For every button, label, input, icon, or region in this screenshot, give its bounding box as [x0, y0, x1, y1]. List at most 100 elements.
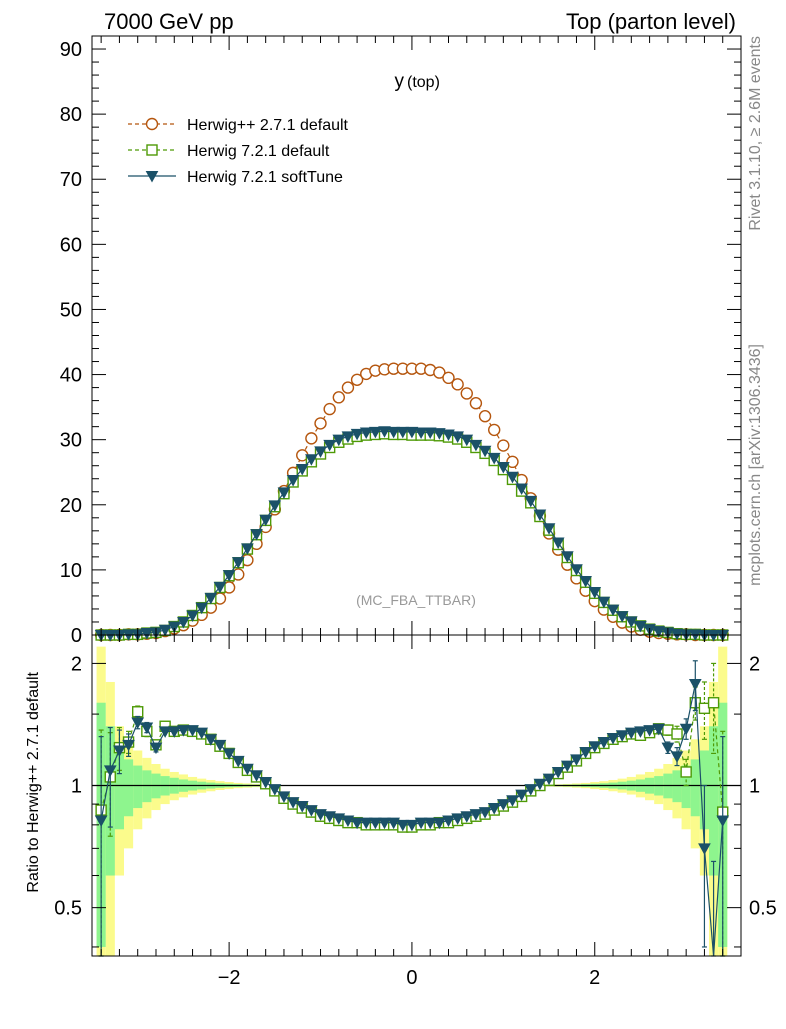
ratio-2-point — [305, 805, 318, 817]
ratio-2-point — [469, 809, 483, 821]
series-3-point — [231, 557, 245, 569]
series-1-point — [478, 410, 492, 423]
series-3-point — [369, 426, 382, 439]
legend-label-2: Herwig 7.2.1 default — [187, 143, 330, 160]
plot-title: y — [395, 71, 405, 92]
ratio-2-point — [113, 745, 126, 758]
distribution-axes: 0 10 20 30 40 50 60 70 80 90 — [60, 35, 742, 647]
series-3-point — [140, 628, 154, 640]
legend-label-1: Herwig++ 2.7.1 default — [187, 117, 349, 134]
ratio-2-point — [670, 751, 684, 763]
ratio-2-point — [533, 778, 547, 791]
ratio-2-point — [213, 739, 227, 752]
ratio-2-point — [579, 746, 592, 759]
series-3-point — [323, 439, 337, 452]
series-3-point — [478, 445, 492, 458]
ratio-2-point — [350, 817, 364, 830]
series-3-point — [359, 427, 373, 440]
series-3-point — [378, 426, 391, 438]
ratio-2-point — [698, 843, 711, 855]
ratio-2-point — [369, 817, 382, 830]
series-3-point — [533, 509, 547, 522]
series-1-point — [305, 432, 318, 445]
series-3-point — [515, 483, 528, 496]
ratio-2-point — [250, 770, 263, 782]
y-tick-label: 40 — [60, 365, 82, 387]
series-1-point — [487, 423, 501, 437]
series-3-point — [204, 592, 218, 605]
ratio-content — [92, 646, 741, 957]
ratio-2-point — [560, 760, 574, 773]
series-3-point — [670, 628, 684, 641]
series-3-point — [222, 570, 236, 582]
ratio-2-point — [487, 803, 501, 815]
mc-stat-band-green — [133, 765, 143, 809]
ratio-2-point — [387, 817, 400, 830]
series-3-point — [414, 427, 428, 440]
ratio-2-point — [515, 789, 528, 802]
ratio-axes: −2 0 2 0.5 0.5 1 1 2 2 — [54, 635, 777, 989]
series-3-point — [551, 537, 565, 550]
series-1-point — [451, 378, 464, 391]
ratio-2-point — [597, 737, 611, 749]
y-tick-label: 70 — [60, 169, 82, 191]
y-tick-label: 30 — [60, 430, 82, 452]
ratio-2-point — [195, 727, 209, 740]
series-3-point — [652, 626, 666, 638]
series-1-point — [460, 387, 473, 400]
mc-stat-band-green — [123, 759, 134, 817]
series-3-point — [442, 429, 455, 442]
y-tick-label: 10 — [60, 560, 82, 582]
ratio-2-point — [332, 813, 346, 825]
ratio-2-point — [103, 765, 117, 777]
ratio-2-point — [478, 807, 492, 819]
series-1-point — [314, 417, 327, 430]
series-3-point — [579, 575, 592, 588]
ratio-2-point — [542, 773, 556, 786]
series-3-point — [496, 462, 510, 474]
ratio-2-point — [624, 727, 638, 740]
header-right: Top (parton level) — [566, 9, 736, 34]
series-3-point — [167, 621, 181, 634]
mcplots-label: mcplots.cern.ch [arXiv:1306.3436] — [747, 344, 764, 586]
legend-marker-3 — [145, 171, 159, 183]
ratio-2-point — [661, 742, 675, 755]
series-1-point — [433, 366, 446, 379]
series-3-point — [277, 487, 291, 499]
ratio-2-point — [241, 763, 254, 776]
mc-stat-band-green — [142, 770, 152, 803]
series-3-point — [332, 434, 346, 447]
ratio-2-point — [341, 815, 355, 828]
distribution-content — [94, 362, 730, 642]
series-3-point — [469, 439, 483, 452]
y-tick-label: 20 — [60, 495, 82, 517]
series-3-point — [542, 523, 556, 535]
series-3-point — [396, 426, 410, 439]
ratio-1-point — [707, 697, 720, 709]
x-tick-label: 0 — [406, 967, 417, 989]
mc-stat-band-green — [690, 759, 700, 817]
y-tick-label: 60 — [60, 234, 82, 256]
series-3-point — [186, 610, 199, 623]
y-tick-label: 0.5 — [54, 898, 82, 920]
series-3-point — [314, 446, 327, 458]
series-3-point — [295, 463, 309, 476]
ratio-2-point — [167, 726, 181, 738]
series-3-point — [624, 616, 638, 628]
series-3-point — [506, 471, 519, 484]
analysis-annotation: (MC_FBA_TTBAR) — [356, 592, 476, 608]
ratio-2-point — [606, 732, 620, 745]
ratio-2-point — [634, 726, 647, 738]
ratio-1-point — [680, 766, 692, 778]
x-tick-label: −2 — [218, 967, 241, 989]
legend: Herwig++ 2.7.1 default Herwig 7.2.1 defau… — [128, 117, 349, 186]
series-1-point — [497, 439, 510, 452]
ratio-2-point — [433, 817, 446, 830]
ratio-2-point — [496, 799, 510, 811]
ratio-2-point — [551, 766, 565, 779]
series-3-point — [460, 434, 474, 447]
ratio-2-point — [94, 815, 108, 828]
series-3-point — [158, 624, 172, 637]
